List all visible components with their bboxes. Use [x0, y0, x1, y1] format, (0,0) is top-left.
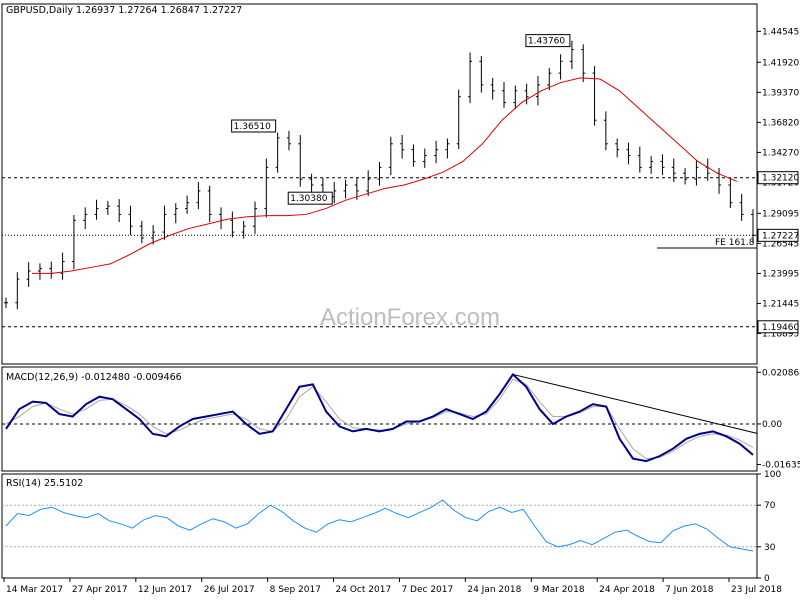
annotation-label: 1.36510: [234, 122, 271, 132]
macd-panel: 0.020861 0.00 -0.016357: [2, 368, 800, 470]
macd-trendline: [512, 373, 758, 434]
annotation-box: [287, 191, 333, 205]
macd-tick-label: 0.00: [762, 420, 782, 430]
rsi-header: RSI(14) 25.5102: [6, 478, 83, 489]
price-tick-label: 1.41920: [762, 58, 799, 68]
panel-frame-1: [1, 366, 758, 472]
candles: [4, 40, 755, 310]
moving-average: [32, 77, 738, 274]
price-tick-label: 1.21445: [762, 299, 799, 309]
ma-line: [32, 77, 738, 274]
current-price-label: 1.27227: [762, 231, 799, 241]
panel-frame-2: [1, 473, 758, 579]
rsi-tick-label: 100: [764, 470, 781, 480]
macd-header: MACD(12,26,9) -0.012480 -0.009466: [6, 372, 182, 383]
x-tick-label: 26 Jul 2017: [204, 585, 255, 595]
annotation-box: [525, 34, 571, 48]
chart-header: GBPUSD,Daily 1.26937 1.27264 1.26847 1.2…: [6, 5, 242, 16]
x-tick-label: 27 Apr 2017: [72, 585, 128, 595]
level-label: 1.19460: [762, 323, 799, 333]
current-price-box: [757, 228, 799, 242]
x-tick-label: 8 Sep 2017: [270, 585, 321, 595]
x-tick-label: 24 Oct 2017: [336, 585, 392, 595]
price-tick-label: 1.23995: [762, 269, 799, 279]
price-tick-label: 1.26545: [762, 239, 799, 249]
macd-line: [5, 372, 754, 463]
x-tick-label: 7 Jun 2018: [665, 585, 714, 595]
price-tick-label: 1.44545: [762, 27, 799, 37]
macd-tick-label: -0.016357: [762, 460, 800, 470]
annotation-label: 1.43760: [528, 37, 565, 47]
level-box: [757, 171, 799, 185]
price-tick-label: 1.36820: [762, 118, 799, 128]
x-tick-label: 14 Mar 2017: [6, 585, 63, 595]
x-tick-label: 23 Jul 2018: [731, 585, 782, 595]
x-tick-label: 24 Jan 2018: [467, 585, 521, 595]
rsi-tick-label: 30: [764, 543, 776, 553]
annotations: 1.36510 1.30380 1.43760 FE 161.8: [231, 34, 757, 249]
level-box: [757, 320, 799, 334]
annotation-box: [231, 119, 277, 133]
fe-label: FE 161.8: [715, 238, 755, 248]
price-tick-label: 1.18895: [762, 329, 799, 339]
rsi-tick-label: 0: [764, 574, 770, 584]
price-tick-label: 1.34270: [762, 148, 799, 158]
panel-frames: [1, 3, 758, 579]
x-tick-label: 9 Mar 2018: [533, 585, 585, 595]
price-tick-label: 1.29095: [762, 209, 799, 219]
x-tick-label: 24 Apr 2018: [599, 585, 655, 595]
rsi-panel: 100 70 30 0: [2, 470, 781, 584]
rsi-tick-label: 70: [764, 501, 776, 511]
macd-signal-line: [5, 378, 754, 460]
watermark: ActionForex.com: [320, 304, 500, 331]
rsi-line: [5, 499, 754, 552]
macd-tick-label: 0.020861: [762, 368, 800, 378]
annotation-label: 1.30380: [290, 194, 327, 204]
panel-frame-0: [1, 3, 758, 365]
x-tick-label: 7 Dec 2017: [401, 585, 453, 595]
x-axis: 14 Mar 2017 27 Apr 2017 12 Jun 2017 26 Jul …: [3, 578, 782, 595]
price-axis: 1.445451.419201.393701.368201.342701.317…: [757, 27, 799, 339]
price-tick-label: 1.39370: [762, 88, 799, 98]
level-label: 1.32120: [762, 174, 799, 184]
x-tick-label: 12 Jun 2017: [138, 585, 192, 595]
